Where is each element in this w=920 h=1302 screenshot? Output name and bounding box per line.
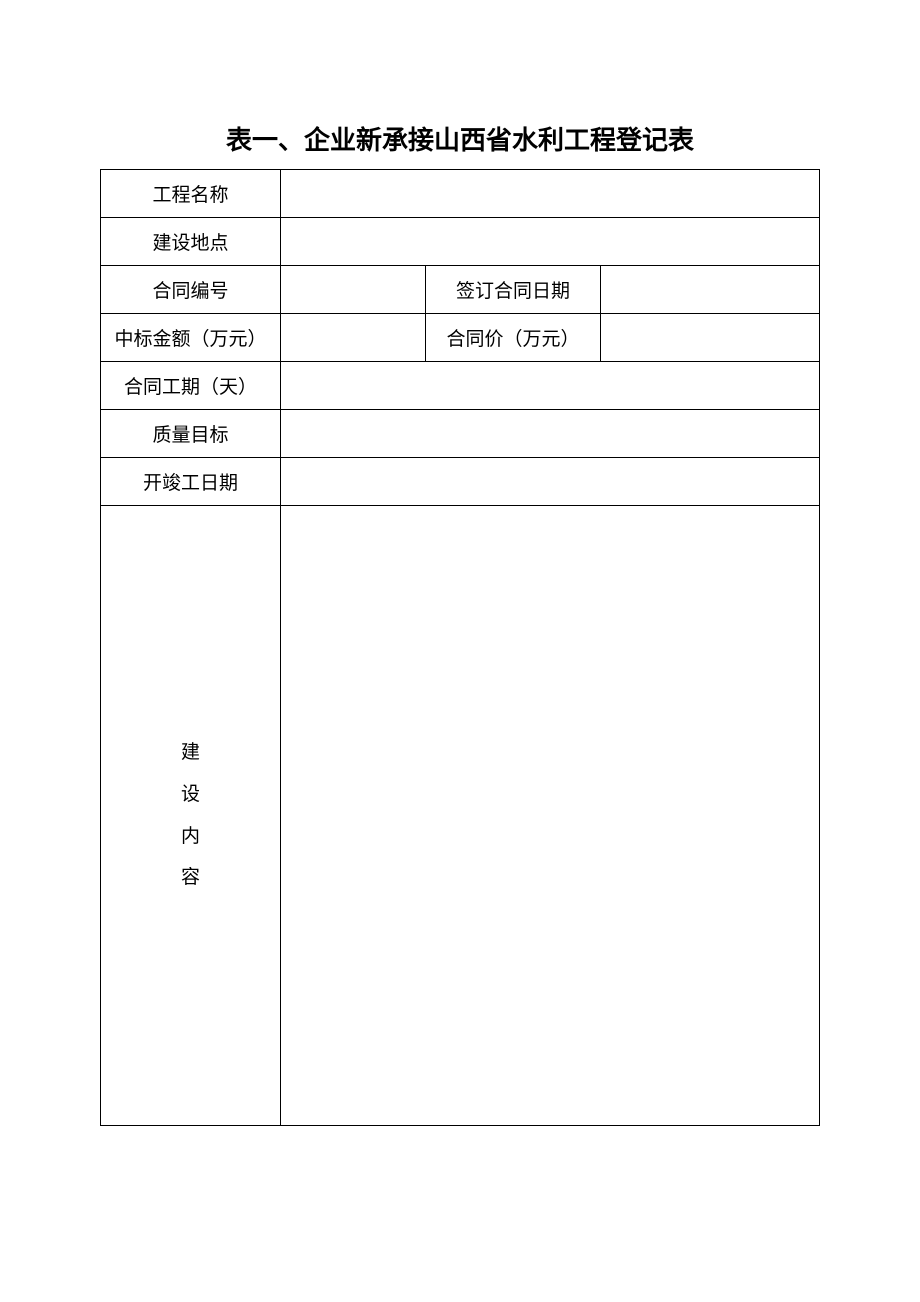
label-construction-location: 建设地点 — [101, 218, 281, 266]
value-bid-amount — [281, 314, 426, 362]
label-contract-number: 合同编号 — [101, 266, 281, 314]
label-construction-content-char3: 内 — [109, 816, 272, 858]
table-row: 中标金额（万元） 合同价（万元） — [101, 314, 820, 362]
value-start-end-date — [281, 458, 820, 506]
table-row: 工程名称 — [101, 170, 820, 218]
form-title: 表一、企业新承接山西省水利工程登记表 — [100, 120, 820, 157]
value-contract-sign-date — [601, 266, 820, 314]
value-contract-number — [281, 266, 426, 314]
table-row: 建设地点 — [101, 218, 820, 266]
label-bid-amount: 中标金额（万元） — [101, 314, 281, 362]
registration-form-table: 工程名称 建设地点 合同编号 签订合同日期 中标金额（万元） 合同价（万元） 合… — [100, 169, 820, 1126]
label-contract-duration: 合同工期（天） — [101, 362, 281, 410]
table-row: 开竣工日期 — [101, 458, 820, 506]
value-contract-duration — [281, 362, 820, 410]
label-project-name: 工程名称 — [101, 170, 281, 218]
table-row: 合同编号 签订合同日期 — [101, 266, 820, 314]
table-row: 合同工期（天） — [101, 362, 820, 410]
value-construction-location — [281, 218, 820, 266]
value-project-name — [281, 170, 820, 218]
label-contract-sign-date: 签订合同日期 — [426, 266, 601, 314]
value-contract-price — [601, 314, 820, 362]
value-construction-content — [281, 506, 820, 1126]
label-construction-content: 建 设 内 容 — [101, 506, 281, 1126]
label-contract-price: 合同价（万元） — [426, 314, 601, 362]
label-start-end-date: 开竣工日期 — [101, 458, 281, 506]
label-construction-content-char1: 建 — [109, 732, 272, 774]
table-row: 建 设 内 容 — [101, 506, 820, 1126]
table-row: 质量目标 — [101, 410, 820, 458]
label-quality-target: 质量目标 — [101, 410, 281, 458]
label-construction-content-char4: 容 — [109, 857, 272, 899]
label-construction-content-char2: 设 — [109, 774, 272, 816]
value-quality-target — [281, 410, 820, 458]
